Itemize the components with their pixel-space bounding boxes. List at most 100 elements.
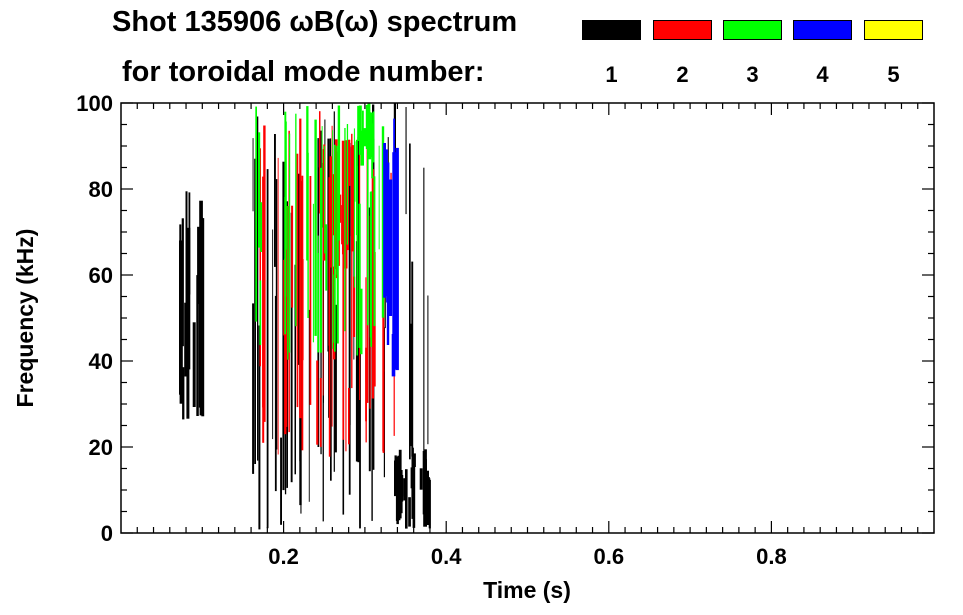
activity-streak	[182, 367, 185, 420]
activity-streak	[259, 148, 261, 367]
activity-streak	[401, 478, 404, 497]
activity-streak	[309, 176, 312, 405]
activity-streak	[274, 295, 277, 492]
activity-streak	[259, 280, 262, 345]
activity-streak	[329, 156, 333, 261]
activity-streak	[410, 467, 413, 489]
activity-streak	[317, 235, 319, 298]
activity-streak	[346, 124, 349, 245]
activity-streak	[263, 125, 266, 422]
activity-streak	[274, 134, 276, 267]
activity-streak	[284, 121, 287, 250]
activity-streak	[306, 106, 309, 261]
activity-streak	[351, 133, 353, 389]
activity-streak	[297, 173, 300, 365]
activity-streak	[330, 221, 332, 481]
activity-streak	[322, 149, 324, 396]
legend-swatch-mode-5	[864, 20, 923, 40]
activity-streak	[353, 276, 356, 337]
legend-swatch-mode-3	[723, 20, 782, 40]
activity-streak	[284, 258, 287, 435]
activity-streak	[365, 105, 368, 149]
activity-streak	[358, 105, 362, 155]
activity-streak	[291, 205, 294, 308]
activity-region-mode-4	[383, 118, 399, 377]
activity-streak	[363, 128, 367, 147]
activity-streak	[260, 202, 262, 252]
y-axis-label: Frequency (kHz)	[12, 229, 38, 408]
activity-streak	[342, 206, 345, 440]
activity-streak	[357, 136, 360, 463]
legend-swatch-mode-2	[653, 20, 712, 40]
activity-streak	[197, 226, 200, 304]
y-tick-label: 0	[101, 521, 113, 546]
activity-streak	[392, 176, 396, 352]
activity-streak	[371, 169, 375, 399]
activity-streak	[395, 147, 399, 371]
activity-streak	[358, 203, 361, 348]
axis-ticks: 0 20 40 60 80 100 0.2 0.4 0.6 0.8	[76, 91, 934, 569]
y-tick-label: 20	[89, 435, 113, 460]
y-tick-label: 80	[89, 177, 113, 202]
activity-region-mode-2	[329, 139, 355, 273]
activity-streak	[296, 153, 299, 408]
activity-streak	[258, 132, 261, 248]
activity-streak	[396, 463, 399, 510]
activity-streak	[199, 200, 203, 257]
activity-streak	[288, 133, 291, 353]
activity-streak	[262, 240, 265, 443]
activity-streak	[351, 145, 355, 207]
activity-streak	[188, 192, 191, 295]
activity-streak	[319, 111, 321, 214]
activity-streak	[199, 217, 203, 416]
activity-streak	[385, 149, 388, 264]
activity-streak	[334, 304, 337, 453]
x-tick-label: 0.6	[594, 544, 625, 569]
activity-streak	[360, 130, 363, 163]
activity-streak	[410, 323, 413, 447]
activity-streak	[423, 459, 427, 527]
activity-streak	[412, 453, 416, 467]
activity-streak	[357, 105, 360, 141]
activity-streak	[299, 118, 302, 419]
activity-streak	[336, 145, 338, 275]
legend-label-mode-1: 1	[605, 62, 618, 87]
activity-region-mode-3	[357, 103, 375, 166]
x-tick-label: 0.2	[268, 544, 299, 569]
activity-streak	[255, 106, 257, 322]
activity-streak	[347, 139, 351, 186]
activity-streak	[360, 288, 363, 355]
activity-streak	[370, 191, 373, 347]
activity-streak	[378, 145, 380, 250]
y-tick-label: 60	[89, 263, 113, 288]
activity-streak	[344, 128, 346, 332]
activity-streak	[408, 497, 411, 527]
activity-streak	[351, 195, 355, 252]
activity-region-mode-1	[394, 447, 431, 529]
legend-label-mode-4: 4	[816, 62, 829, 87]
activity-streak	[411, 261, 414, 457]
activity-streak	[354, 141, 356, 202]
activity-streak	[328, 177, 330, 346]
activity-streak	[290, 212, 293, 483]
activity-streak	[345, 252, 347, 452]
legend-label-mode-3: 3	[746, 62, 759, 87]
activity-streak	[388, 179, 393, 316]
activity-streak	[405, 107, 407, 215]
y-tick-label: 100	[76, 91, 113, 116]
legend-label-mode-5: 5	[887, 62, 900, 87]
activity-streak	[405, 497, 408, 526]
activity-streak	[192, 322, 196, 407]
activity-streak	[336, 228, 339, 344]
activity-streak	[325, 224, 328, 291]
activity-streak	[301, 175, 304, 451]
activity-streak	[382, 369, 385, 453]
activity-streak	[369, 192, 371, 338]
activity-streak	[314, 119, 317, 336]
activity-streak	[371, 284, 373, 521]
activity-streak	[427, 295, 429, 445]
activity-streak	[280, 437, 282, 525]
activity-streak	[334, 144, 336, 352]
activity-streak	[394, 460, 398, 497]
activity-streak	[294, 264, 296, 475]
